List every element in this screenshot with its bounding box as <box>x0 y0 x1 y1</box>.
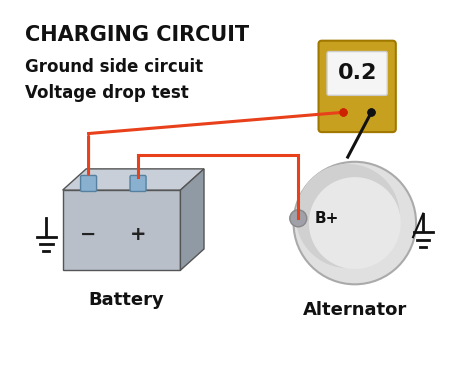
Text: Alternator: Alternator <box>303 301 407 319</box>
Text: +: + <box>130 225 146 244</box>
FancyBboxPatch shape <box>319 41 396 132</box>
FancyBboxPatch shape <box>63 190 181 270</box>
Circle shape <box>290 210 307 227</box>
FancyBboxPatch shape <box>81 175 97 191</box>
Text: B+: B+ <box>315 211 339 226</box>
Text: 0.2: 0.2 <box>337 63 377 83</box>
Polygon shape <box>63 169 204 190</box>
Polygon shape <box>181 169 204 270</box>
Circle shape <box>296 164 400 268</box>
Text: Voltage drop test: Voltage drop test <box>25 84 189 102</box>
Text: Ground side circuit: Ground side circuit <box>25 58 203 76</box>
Circle shape <box>309 177 401 269</box>
Text: −: − <box>81 225 97 244</box>
FancyBboxPatch shape <box>130 175 146 191</box>
Text: Battery: Battery <box>88 291 164 309</box>
FancyBboxPatch shape <box>327 52 387 96</box>
Circle shape <box>293 162 416 284</box>
Text: CHARGING CIRCUIT: CHARGING CIRCUIT <box>25 25 249 45</box>
